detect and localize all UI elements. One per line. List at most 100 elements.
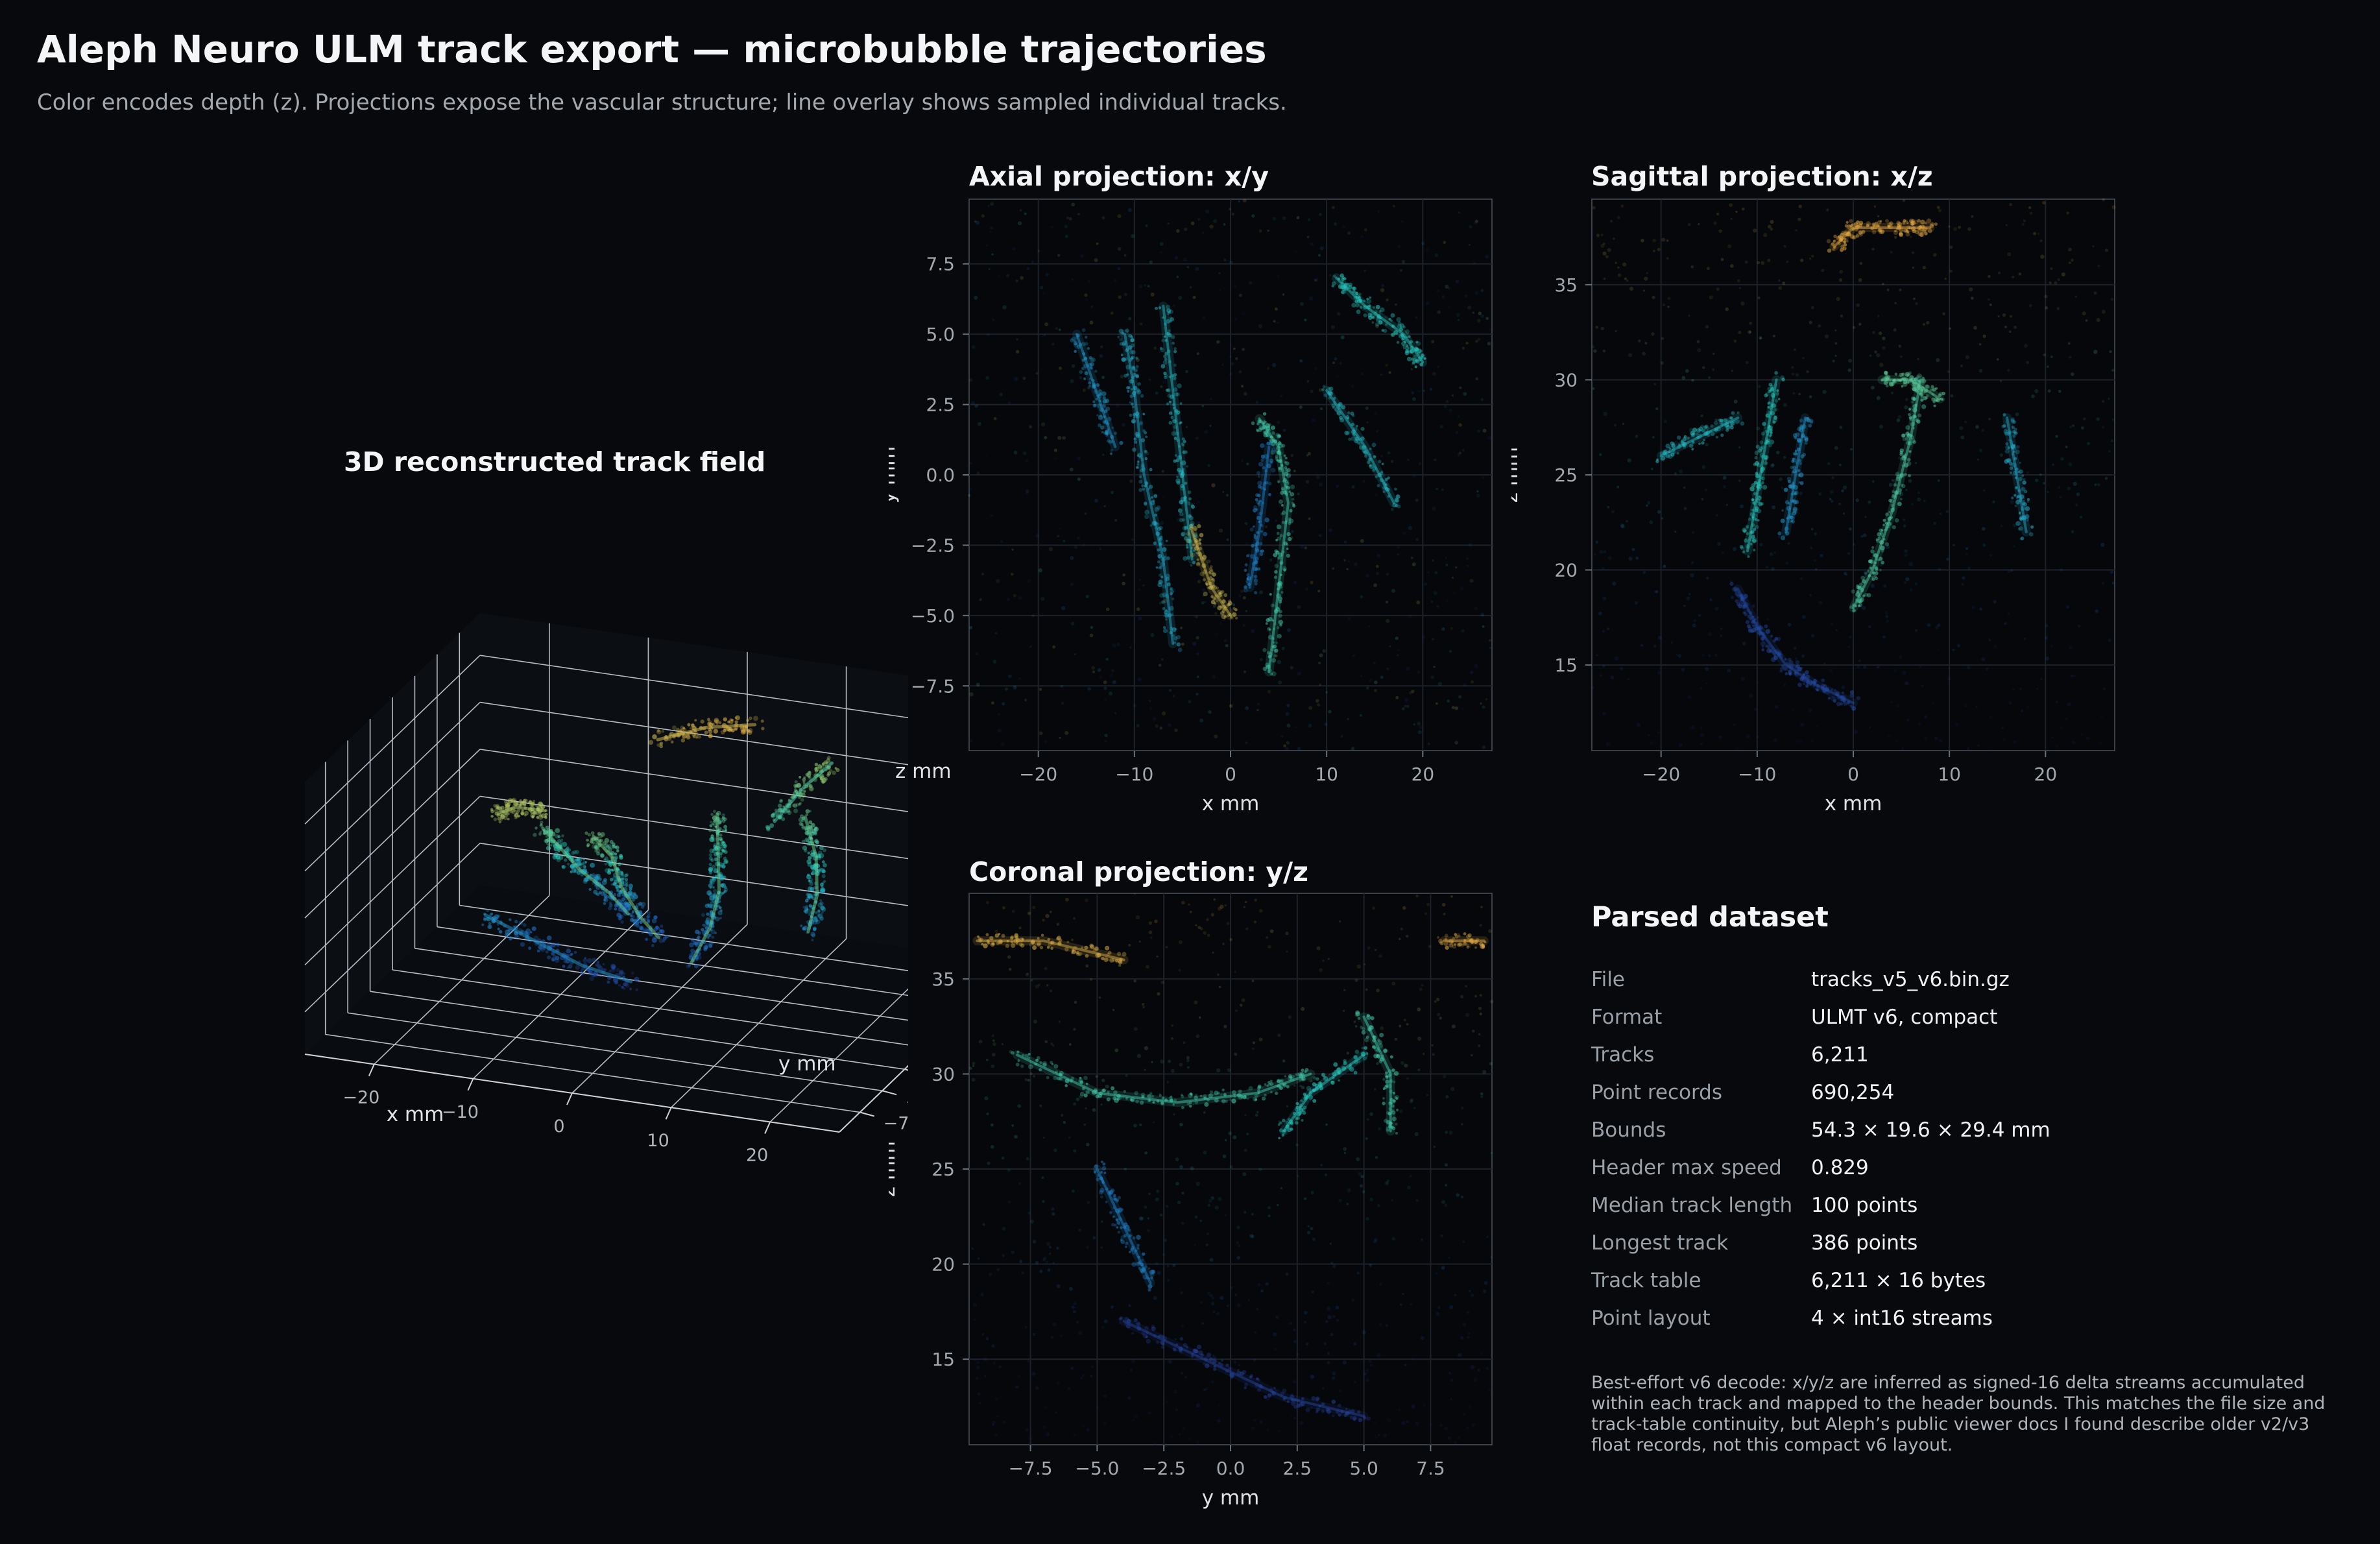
track-point <box>819 845 824 850</box>
axial-point <box>1161 470 1164 473</box>
axial-point <box>1265 622 1268 625</box>
sagittal-point <box>1681 376 1686 380</box>
track-point <box>656 729 660 732</box>
sagittal-point <box>1700 742 1703 746</box>
axial-point <box>1232 285 1237 289</box>
sagittal-point <box>1729 424 1733 428</box>
axial-point <box>1480 398 1484 402</box>
sagittal-point <box>1901 484 1906 489</box>
sagittal-point <box>1899 232 1904 237</box>
sagittal-point <box>1949 327 1952 330</box>
track-point <box>595 972 599 975</box>
axial-point <box>1299 405 1303 409</box>
sagittal-point <box>1595 326 1599 329</box>
axial-point <box>994 632 998 635</box>
axial-point <box>1257 485 1262 489</box>
sagittal-point <box>1778 286 1783 290</box>
axial-point <box>1395 498 1400 503</box>
grid-floor-y <box>370 991 905 1070</box>
sagittal-point <box>1899 232 1903 236</box>
track-point <box>634 976 640 982</box>
axial-point <box>1229 704 1233 708</box>
track-point <box>806 874 811 880</box>
sagittal-point <box>1916 391 1919 394</box>
coronal-point <box>1374 948 1377 951</box>
axial-point <box>1166 389 1169 392</box>
sagittal-point <box>2040 677 2043 681</box>
axial-point <box>1279 451 1283 455</box>
track-point <box>570 870 573 874</box>
sagittal-point <box>1895 472 1900 477</box>
track-point <box>597 832 601 836</box>
axial-point <box>1077 213 1080 215</box>
axial-point <box>1358 439 1361 441</box>
axial-point <box>1183 536 1188 541</box>
axial-point <box>1363 305 1367 309</box>
grid-left-z <box>304 795 481 965</box>
axial-point <box>1159 565 1163 570</box>
axial-point <box>1188 497 1192 501</box>
sagittal-point <box>1655 590 1659 594</box>
coronal-point <box>1105 1084 1109 1089</box>
sagittal-point <box>1809 258 1812 260</box>
sagittal-point <box>1754 518 1758 522</box>
axial-point <box>1058 328 1061 332</box>
axial-point <box>1155 525 1160 529</box>
axial-point <box>1360 595 1364 599</box>
track-point <box>659 742 662 745</box>
sagittal-point <box>1734 588 1738 592</box>
track-point <box>708 869 713 873</box>
axial-vessel-track <box>1331 273 1428 368</box>
axial-point <box>1202 315 1206 320</box>
axial-point <box>1260 549 1262 553</box>
sagittal-point <box>1798 428 1803 433</box>
sagittal-point <box>1792 452 1796 455</box>
axial-point <box>1135 431 1139 436</box>
axial-point <box>1131 420 1135 424</box>
sagittal-point <box>1992 500 1995 503</box>
sagittal-point <box>1681 668 1685 672</box>
axial-point <box>1126 373 1129 376</box>
sagittal-point <box>1893 495 1896 498</box>
sagittal-point <box>1790 515 1794 520</box>
sagittal-point <box>1884 528 1886 531</box>
sagittal-point <box>1797 682 1802 687</box>
sagittal-point <box>2012 275 2015 279</box>
track-point <box>577 857 583 862</box>
sagittal-point <box>1897 415 1902 419</box>
axial-point <box>1077 456 1081 461</box>
track-point <box>723 825 728 829</box>
track-point <box>616 893 621 898</box>
axial-point <box>1258 520 1262 524</box>
axial-point <box>1458 423 1462 427</box>
sagittal-point <box>1927 228 1932 234</box>
sagittal-point <box>1819 601 1823 605</box>
track-point <box>805 838 810 843</box>
sagittal-point <box>1858 659 1861 662</box>
track-point <box>609 878 614 882</box>
track-point <box>659 742 664 745</box>
sagittal-point <box>1600 234 1604 237</box>
sagittal-point <box>1897 456 1902 460</box>
sagittal-point <box>1847 552 1851 555</box>
axial-point <box>1403 338 1406 341</box>
sagittal-point <box>1744 602 1749 607</box>
axial-point <box>1103 420 1107 424</box>
sagittal-point <box>1810 527 1814 531</box>
track-point <box>694 719 697 722</box>
axial-point <box>1121 332 1125 335</box>
axial-point <box>1366 421 1369 424</box>
sagittal-point <box>1805 670 1809 675</box>
track-point <box>620 920 624 924</box>
axial-point <box>1255 541 1260 546</box>
track-point <box>557 849 560 852</box>
sagittal-point <box>1870 583 1875 588</box>
sagittal-point <box>1981 428 1985 432</box>
axial-point <box>1101 453 1105 456</box>
sagittal-point <box>1978 368 1983 373</box>
sagittal-point <box>1620 667 1624 671</box>
axial-point <box>1406 705 1410 708</box>
coronal-point <box>1196 1440 1200 1445</box>
track-point <box>822 762 827 767</box>
sagittal-point <box>1920 391 1925 396</box>
